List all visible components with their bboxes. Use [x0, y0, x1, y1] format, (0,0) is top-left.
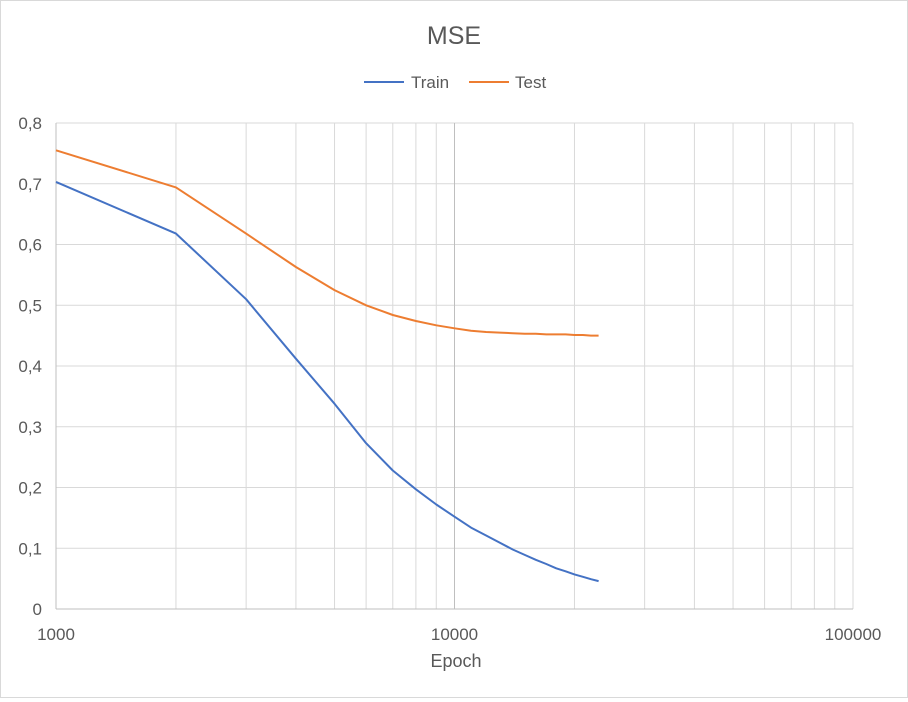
chart-title: MSE [427, 22, 481, 50]
y-tick-label: 0,3 [18, 418, 42, 437]
series-line-test [55, 149, 599, 337]
gridlines [56, 122, 854, 609]
y-tick-label: 0,7 [18, 175, 42, 194]
y-tick-label: 0,6 [18, 236, 42, 255]
x-tick-label: 1000 [37, 625, 75, 644]
y-tick-label: 0,8 [18, 114, 42, 133]
x-axis-title: Epoch [430, 651, 481, 671]
y-tick-label: 0,4 [18, 357, 42, 376]
legend: Train Test [364, 73, 546, 92]
legend-item-train: Train [364, 73, 449, 92]
legend-label-train: Train [411, 73, 449, 92]
y-tick-label: 0 [33, 600, 42, 619]
series-lines [55, 149, 599, 583]
y-tick-label: 0,1 [18, 539, 42, 558]
y-tick-label: 0,2 [18, 479, 42, 498]
x-tick-label: 10000 [431, 625, 478, 644]
x-tick-label: 100000 [825, 625, 882, 644]
axes: 0 0,1 0,2 0,3 0,4 0,5 0,6 0,7 0,8 1000 10000 100000 [18, 114, 881, 644]
series-line-train [55, 180, 599, 583]
legend-item-test: Test [469, 73, 546, 92]
legend-label-test: Test [515, 73, 546, 92]
y-tick-label: 0,5 [18, 296, 42, 315]
